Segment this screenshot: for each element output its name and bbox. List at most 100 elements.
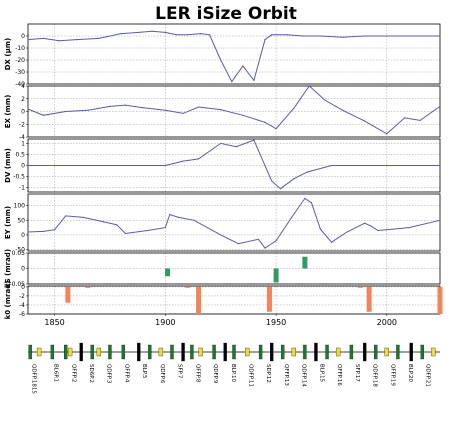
element-label: QFFP.13 [283, 364, 289, 386]
orbit-point [403, 117, 406, 119]
orbit-point [319, 35, 321, 37]
lattice-element-sext [181, 342, 185, 362]
lattice-element-sext [270, 342, 274, 362]
orbit-point [175, 34, 178, 36]
y-tick-label: -2 [19, 293, 25, 300]
y-axis-label: EX (mm) [4, 95, 12, 129]
orbit-point [419, 119, 421, 122]
y-tick-label: -1 [19, 185, 25, 192]
lattice-element-quad [108, 344, 112, 360]
panel-k0: 0 -2 -4 -6 k0 (mrad) [4, 281, 443, 320]
orbit-line-dv [28, 139, 440, 190]
y-axis-label: DV (mm) [4, 148, 12, 183]
orbit-point [186, 34, 189, 36]
element-label: BLP.15 [318, 364, 324, 383]
lattice-element-bend [291, 347, 296, 357]
element-label: SD6P.2 [88, 364, 94, 383]
element-label: QFFP.16 [336, 364, 342, 386]
lattice-element-quad [420, 344, 424, 360]
orbit-point [439, 35, 441, 37]
lattice-element-sext [409, 342, 413, 362]
orbit-point [142, 107, 144, 109]
orbit-point [242, 65, 244, 67]
orbit-point [364, 35, 366, 37]
orbit-point [439, 219, 441, 221]
orbit-point [87, 109, 89, 111]
orbit-point [264, 247, 266, 249]
orbit-point [220, 59, 222, 61]
y-axis-label: kS (mrad) [4, 249, 12, 288]
lattice-element-sext [363, 342, 367, 362]
y-tick-label: -2 [19, 121, 25, 128]
y-tick-label: 1 [21, 140, 25, 147]
orbit-point [290, 216, 293, 218]
orbit-point [330, 241, 333, 243]
lattice-element-bend [245, 347, 250, 357]
orbit-point [147, 229, 149, 232]
element-label: QFFP.4 [123, 364, 129, 383]
orbit-point [27, 164, 29, 167]
lattice-element-bend [384, 347, 389, 357]
orbit-point [164, 227, 166, 229]
lattice-element-quad [281, 344, 285, 360]
lattice-element-quad [374, 344, 378, 360]
kick-bar [85, 286, 91, 288]
x-tick-label: 1900 [155, 318, 175, 327]
y-tick-label: -50 [15, 247, 25, 254]
panel-ey: 100 50 0 -50 EY (mm) [4, 193, 441, 254]
panel-ex: 4 2 0 -2 -4 EX (mm) [4, 83, 441, 141]
element-label: QDFP.9 [212, 364, 218, 384]
orbit-point [138, 31, 140, 33]
y-tick-label: 0 [21, 109, 25, 116]
y-axis-label: EY (mm) [4, 206, 12, 239]
orbit-point [120, 33, 122, 35]
orbit-point [237, 243, 240, 245]
kick-bar [184, 286, 190, 288]
lattice-element-bend [67, 347, 73, 357]
orbit-point [293, 107, 295, 109]
orbit-point [197, 106, 200, 108]
y-tick-label: 100 [14, 203, 26, 210]
orbit-point [271, 180, 273, 182]
y-tick-label: 0 [21, 284, 25, 291]
kick-bar [196, 286, 202, 314]
y-tick-label: 0 [21, 163, 25, 170]
y-axis-label: k0 (mrad) [4, 281, 12, 320]
element-label: QDFP.1815 [30, 364, 36, 394]
element-label: QDFP.18 [372, 364, 378, 387]
lattice-element-bend [96, 347, 102, 357]
orbit-point [27, 108, 29, 110]
element-label: QFFP.2 [70, 364, 76, 382]
lattice-element-quad [303, 344, 307, 360]
lattice-element-bend [158, 347, 164, 357]
orbit-point [306, 171, 308, 173]
orbit-point [257, 238, 259, 240]
y-tick-label: -40 [15, 81, 25, 88]
chart-title: LER iSize Orbit [155, 4, 297, 24]
orbit-point [169, 213, 171, 216]
orbit-point [124, 232, 127, 235]
kick-bar [302, 256, 308, 269]
panel-frame [27, 252, 441, 285]
lattice-element-quad [170, 344, 174, 360]
y-tick-label: -4 [19, 302, 25, 309]
orbit-point [286, 34, 288, 36]
panel-dv: 1 0.5 0 -0.5 -1 DV (mm) [4, 138, 441, 193]
orbit-point [197, 158, 200, 160]
orbit-point [42, 114, 45, 116]
y-tick-label: 0.5 [15, 151, 25, 158]
orbit-point [82, 216, 84, 218]
element-label: BL6P.1 [53, 364, 59, 382]
lattice-element-quad [349, 344, 354, 360]
panel-frame [27, 23, 441, 85]
orbit-point [310, 202, 313, 204]
x-tick-label: 2000 [377, 318, 397, 327]
orbit-point [293, 178, 295, 180]
orbit-point [341, 36, 344, 38]
orbit-point [164, 31, 166, 33]
orbit-point [377, 229, 379, 232]
orbit-point [220, 142, 222, 145]
x-tick-label: 1950 [266, 318, 286, 327]
element-label: QDFP.14 [301, 364, 307, 387]
orbit-point [109, 105, 111, 107]
